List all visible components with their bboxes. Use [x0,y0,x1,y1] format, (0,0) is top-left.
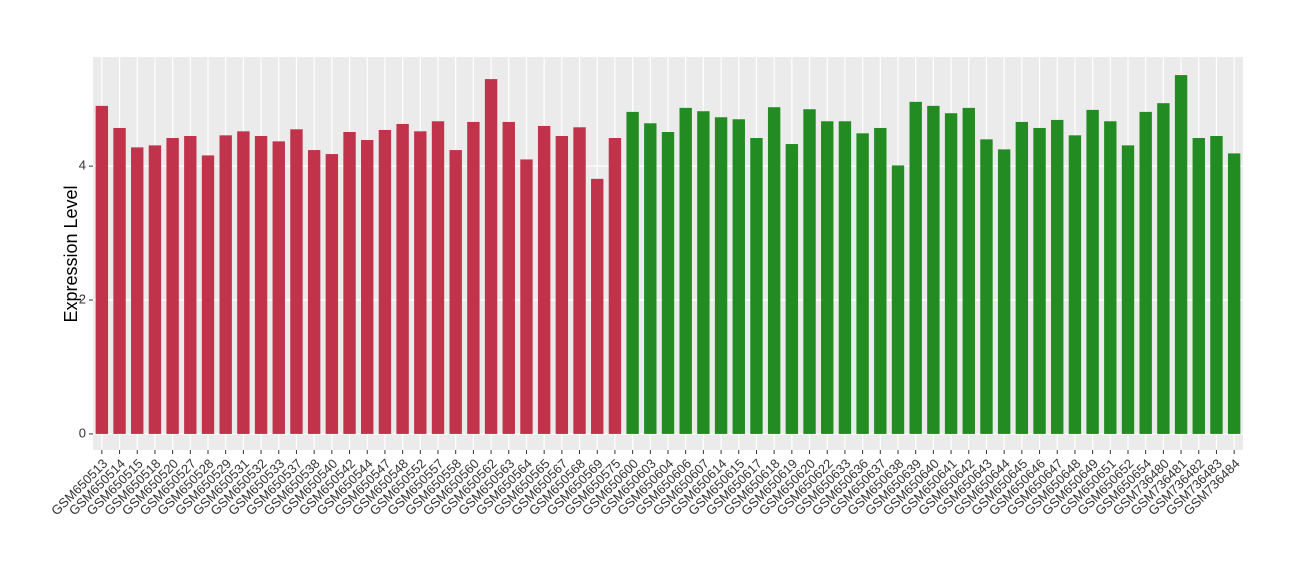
bar [856,133,869,434]
bar [909,101,922,434]
bar [750,138,763,434]
bar [396,123,409,434]
bar [573,127,586,434]
bar [644,123,657,434]
bar [414,131,427,434]
bar [431,121,445,434]
y-tick-label: 0 [79,425,86,440]
bar [732,119,745,434]
bar [1174,75,1188,434]
bar [166,138,179,434]
bar [821,121,834,434]
bar [219,135,232,434]
bar [290,129,303,434]
bar [307,150,321,434]
bar [626,111,639,434]
bar [378,129,392,434]
bar [1210,136,1223,434]
bar [537,125,551,434]
bar [184,136,197,434]
bar [962,107,975,434]
bar [272,141,285,434]
bar [591,178,604,434]
bar [679,107,692,434]
bar [927,105,940,434]
bar [997,149,1011,434]
bar [891,165,905,434]
bar [1015,121,1029,434]
bar [980,139,993,434]
bar [237,131,250,434]
y-axis-title: Expression Level [61,185,81,322]
bar [148,145,162,434]
bar [608,138,622,434]
bar [1033,127,1046,434]
bar [449,150,462,434]
y-tick-label: 2 [79,291,86,306]
bar [874,127,887,434]
bar [201,155,215,434]
bar [502,121,515,434]
bar [838,121,852,434]
bar [95,105,109,434]
bar [1051,119,1064,434]
bar [484,79,498,434]
bar [1068,135,1082,434]
bar [113,127,126,434]
bar [1104,121,1117,434]
bar [785,144,799,434]
bar [361,140,374,434]
bar [714,117,728,434]
bar [1086,109,1099,434]
bar [520,159,533,434]
bar [131,147,144,434]
bar [1157,103,1170,434]
bar [1227,153,1241,434]
bar [467,121,480,434]
bar [325,154,339,434]
bar [661,131,675,434]
bar [803,109,816,434]
bar [254,136,268,434]
bar [697,111,710,434]
bar [555,136,569,434]
bar [944,113,958,434]
bar [343,131,356,434]
bar [1139,111,1152,434]
y-tick-label: 4 [79,158,86,173]
bar [1121,145,1135,434]
bar [767,107,781,434]
bar [1192,138,1205,434]
